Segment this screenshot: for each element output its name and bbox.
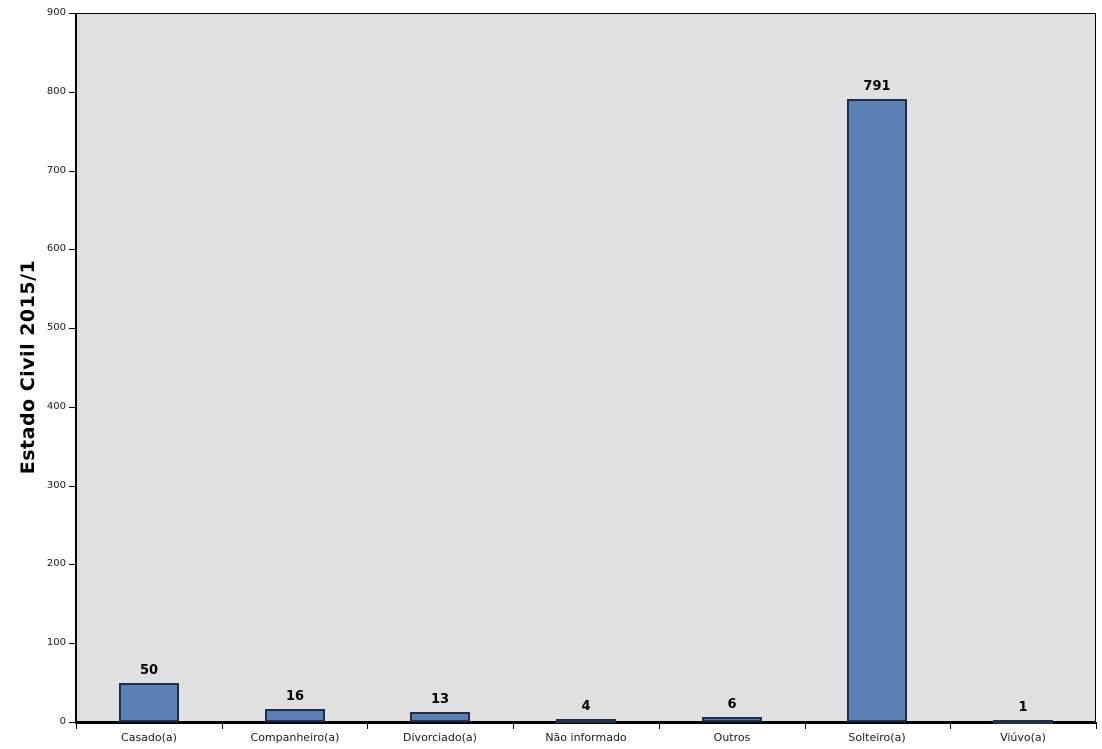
value-label-outros: 6	[727, 697, 737, 712]
x-tick-mark	[76, 724, 77, 729]
y-tick-label: 0	[59, 716, 66, 727]
y-tick-label: 500	[46, 322, 66, 333]
x-tick-mark	[805, 724, 806, 729]
category-label-solteiro-a: Solteiro(a)	[848, 731, 906, 744]
category-label-viuvo-a: Viúvo(a)	[1000, 731, 1046, 744]
value-label-divorciado-a: 13	[430, 692, 450, 707]
bar-companheiro-a	[265, 709, 325, 722]
x-tick-mark	[659, 724, 660, 729]
value-label-solteiro-a: 791	[863, 79, 891, 94]
y-tick-mark	[69, 564, 75, 565]
y-tick-label: 100	[46, 637, 66, 648]
value-label-nao-informado: 4	[581, 699, 591, 714]
bar-casado-a	[119, 683, 179, 722]
category-label-divorciado-a: Divorciado(a)	[403, 731, 477, 744]
y-tick-mark	[69, 249, 75, 250]
y-tick-label: 200	[46, 558, 66, 569]
y-tick-label: 300	[46, 480, 66, 491]
x-tick-mark	[950, 724, 951, 729]
y-tick-mark	[69, 92, 75, 93]
x-axis-line	[75, 722, 1097, 724]
y-tick-mark	[69, 643, 75, 644]
category-label-casado-a: Casado(a)	[121, 731, 177, 744]
y-tick-label: 600	[46, 243, 66, 254]
x-tick-mark	[222, 724, 223, 729]
value-label-casado-a: 50	[139, 663, 159, 678]
plot-area	[76, 13, 1096, 722]
category-label-outros: Outros	[713, 731, 751, 744]
category-label-nao-informado: Não informado	[545, 731, 627, 744]
category-label-companheiro-a: Companheiro(a)	[250, 731, 340, 744]
value-label-viuvo-a: 1	[1018, 700, 1028, 715]
y-axis-line	[75, 13, 77, 723]
y-tick-mark	[69, 407, 75, 408]
bar-solteiro-a	[847, 99, 907, 722]
bar-nao-informado	[556, 719, 616, 723]
bar-outros	[702, 717, 762, 722]
y-tick-label: 900	[46, 7, 66, 18]
y-tick-label: 800	[46, 86, 66, 97]
y-tick-label: 700	[46, 165, 66, 176]
y-tick-mark	[69, 171, 75, 172]
y-tick-mark	[69, 722, 75, 723]
x-tick-mark	[1096, 724, 1097, 729]
x-tick-mark	[367, 724, 368, 729]
y-tick-mark	[69, 13, 75, 14]
x-tick-mark	[513, 724, 514, 729]
y-tick-label: 400	[46, 401, 66, 412]
value-label-companheiro-a: 16	[285, 689, 305, 704]
bar-divorciado-a	[410, 712, 470, 722]
y-tick-mark	[69, 328, 75, 329]
bar-viuvo-a	[993, 720, 1053, 724]
y-tick-mark	[69, 486, 75, 487]
y-axis-title: Estado Civil 2015/1	[17, 259, 39, 474]
